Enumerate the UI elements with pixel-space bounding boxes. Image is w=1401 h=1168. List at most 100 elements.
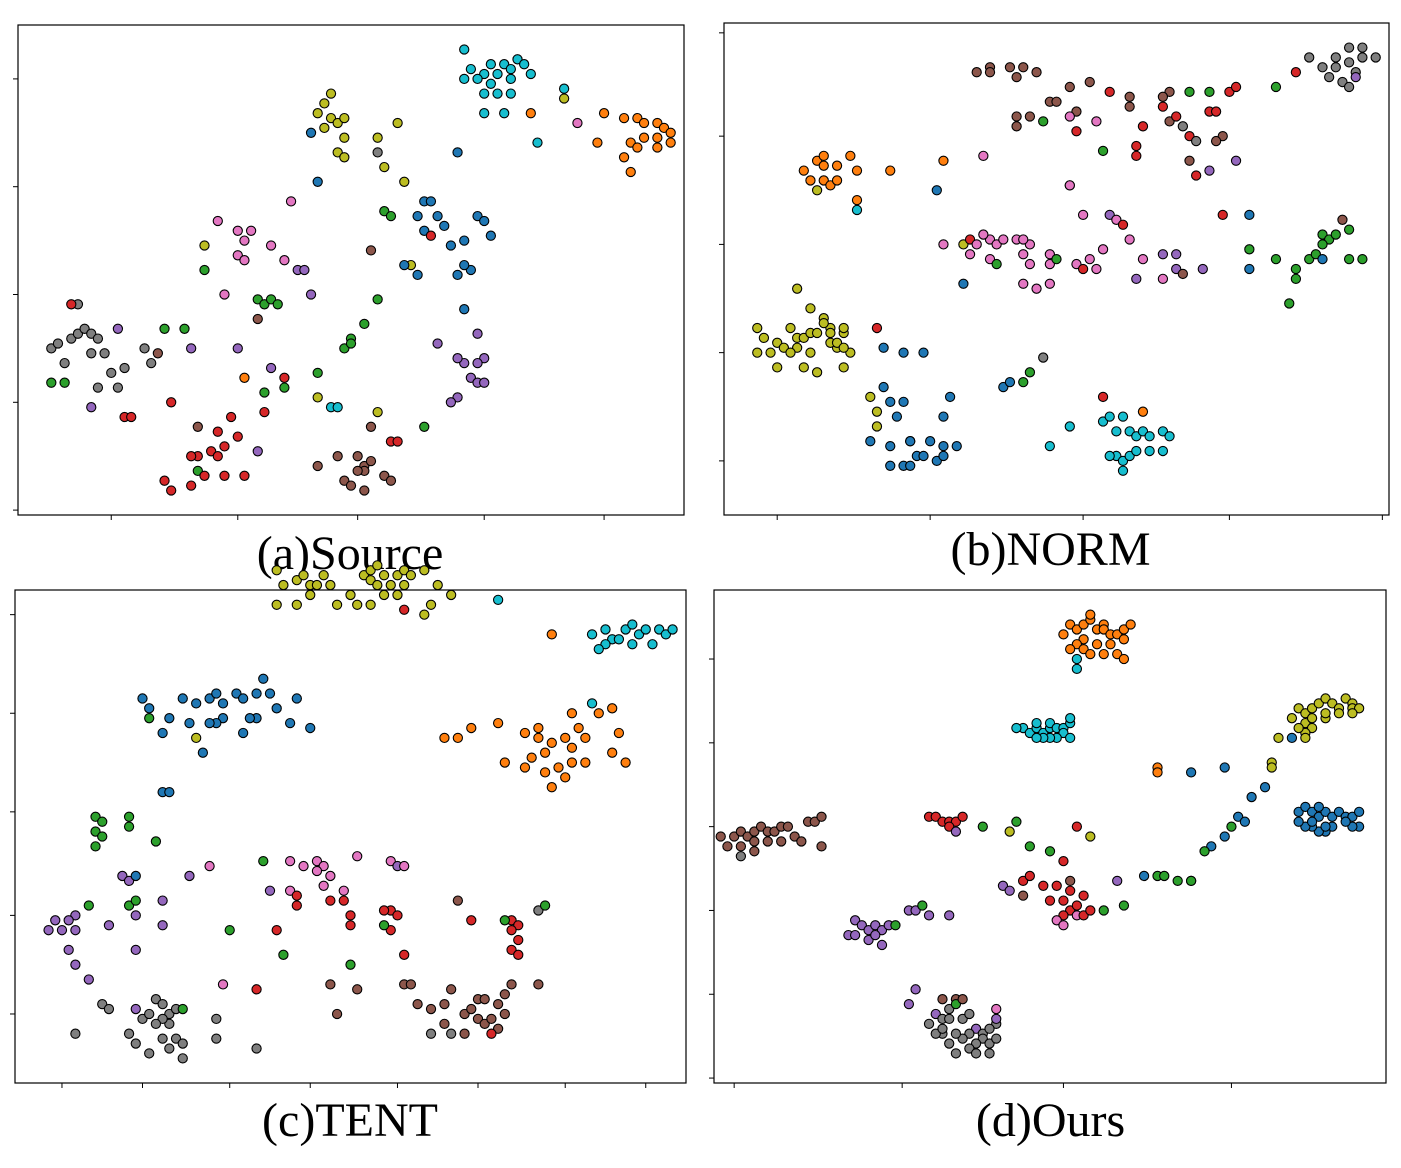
data-point-orange: [239, 372, 250, 383]
data-point-brown: [479, 994, 490, 1005]
data-point-red: [392, 436, 403, 447]
data-point-green: [1018, 377, 1029, 388]
data-point-red: [1131, 150, 1142, 161]
data-point-purple: [452, 353, 463, 364]
data-point-cyan: [586, 698, 598, 709]
data-point-olive: [318, 570, 329, 581]
data-point-pink: [298, 860, 309, 872]
data-point-orange: [818, 160, 829, 171]
data-point-blue: [1244, 209, 1255, 221]
data-point-cyan: [851, 204, 863, 216]
data-point-blue: [312, 176, 323, 187]
data-point-orange: [580, 732, 591, 744]
data-point-blue: [918, 450, 929, 462]
data-point-red: [186, 480, 197, 491]
data-point-cyan: [613, 634, 625, 645]
data-point-red: [199, 470, 210, 481]
data-point-pink: [399, 860, 410, 872]
data-point-pink: [265, 240, 277, 251]
data-point-pink: [978, 229, 989, 240]
data-point-olive: [871, 421, 883, 432]
data-point-blue: [905, 436, 916, 447]
data-point-red: [345, 910, 356, 921]
data-point-gray: [964, 1008, 975, 1020]
data-point-cyan: [505, 73, 516, 85]
data-point-orange: [566, 742, 578, 753]
data-point-gray: [372, 147, 383, 158]
data-point-gray: [112, 382, 124, 393]
data-point-blue: [951, 440, 962, 452]
data-point-orange: [851, 165, 863, 176]
data-point-olive: [785, 322, 796, 334]
data-point-pink: [998, 234, 1009, 245]
data-point-green: [345, 959, 356, 970]
data-point-brown: [365, 421, 377, 432]
data-point-pink: [1077, 209, 1089, 221]
data-point-gray: [425, 1028, 437, 1039]
data-point-pink: [1018, 234, 1029, 245]
data-point-green: [1051, 254, 1062, 265]
data-point-cyan: [1031, 717, 1042, 729]
data-point-orange: [593, 708, 604, 719]
data-point-purple: [265, 362, 277, 374]
data-point-blue: [251, 688, 262, 699]
data-point-green: [359, 318, 370, 330]
data-point-orange: [566, 757, 578, 768]
data-point-brown: [722, 841, 733, 852]
data-point-cyan: [472, 73, 483, 85]
panel-d-caption: (d)Ours: [975, 1094, 1126, 1147]
data-point-olive: [419, 565, 430, 576]
data-point-brown: [957, 994, 968, 1005]
data-point-olive: [311, 579, 323, 591]
data-point-green: [1098, 905, 1109, 916]
data-point-blue: [237, 693, 249, 704]
data-point-gray: [106, 367, 117, 379]
data-point-orange: [533, 732, 544, 744]
data-point-green: [312, 367, 323, 379]
data-point-cyan: [465, 63, 477, 75]
data-point-green: [1330, 229, 1341, 240]
data-point-gray: [146, 357, 157, 369]
data-point-cyan: [627, 639, 638, 650]
data-point-gray: [944, 1038, 955, 1049]
data-point-green: [1185, 875, 1197, 887]
data-point-cyan: [593, 644, 604, 655]
plot-frame: [14, 589, 687, 1084]
data-point-olive: [1004, 826, 1015, 837]
data-point-pink: [1124, 234, 1135, 245]
data-point-orange: [618, 112, 630, 124]
data-point-green: [977, 821, 988, 832]
data-point-olive: [1333, 708, 1345, 719]
data-point-olive: [818, 317, 829, 329]
data-point-green: [1172, 875, 1183, 887]
data-point-pink: [284, 855, 296, 867]
data-point-blue: [931, 185, 942, 196]
data-point-green: [1199, 846, 1210, 857]
data-point-green: [1357, 254, 1368, 265]
data-point-gray: [735, 851, 747, 862]
data-point-green: [1011, 816, 1022, 827]
data-point-red: [271, 925, 282, 936]
data-point-gray: [177, 1038, 188, 1049]
data-point-pink: [285, 196, 297, 207]
data-point-blue: [459, 235, 470, 246]
data-point-pink: [245, 225, 257, 236]
data-point-brown: [1024, 111, 1036, 122]
data-point-brown: [735, 841, 747, 852]
data-point-orange: [638, 132, 650, 143]
data-point-orange: [560, 732, 571, 744]
data-point-gray: [1317, 62, 1328, 73]
data-point-green: [372, 294, 383, 305]
data-point-blue: [217, 698, 229, 709]
data-point-cyan: [1117, 411, 1129, 422]
data-point-purple: [479, 377, 490, 388]
data-point-orange: [598, 108, 610, 119]
data-point-blue: [1239, 816, 1251, 827]
data-point-purple: [184, 870, 195, 882]
data-point-cyan: [519, 59, 530, 70]
data-point-blue: [144, 703, 155, 714]
data-point-olive: [865, 391, 876, 403]
data-point-cyan: [1011, 722, 1022, 734]
data-point-purple: [1350, 71, 1361, 83]
data-point-olive: [271, 565, 282, 576]
